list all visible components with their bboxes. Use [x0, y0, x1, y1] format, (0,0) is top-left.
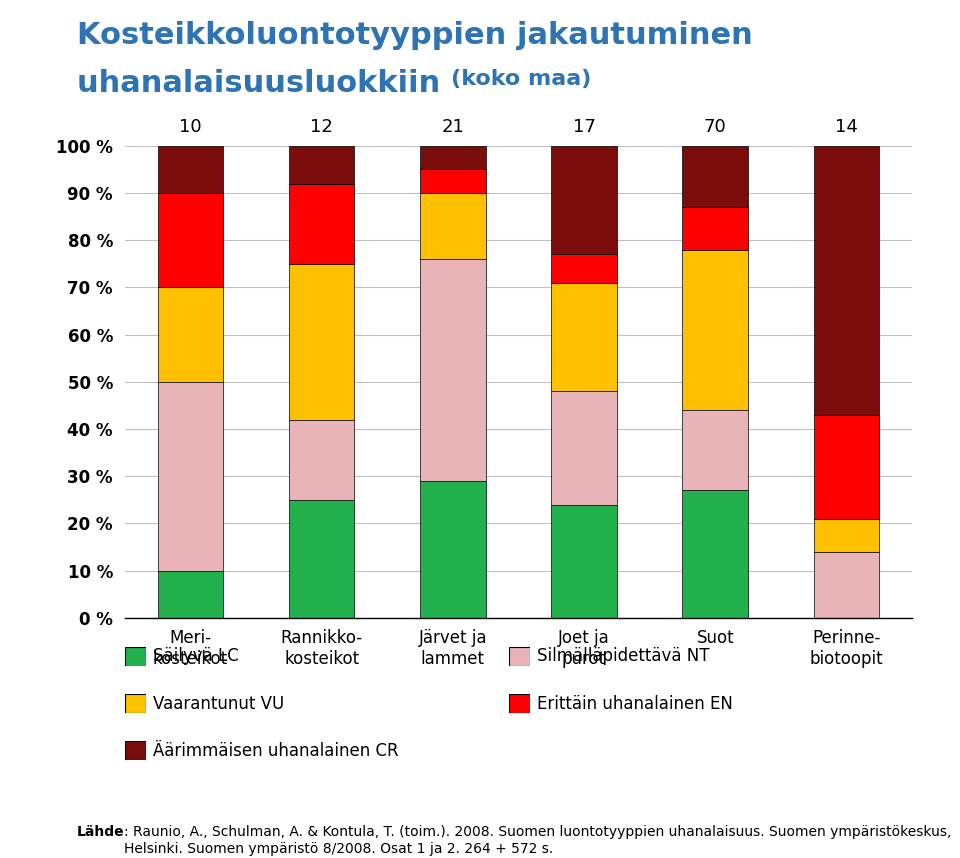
Bar	[420, 146, 486, 169]
Bar	[289, 420, 354, 499]
Bar	[157, 193, 223, 287]
Bar	[157, 571, 223, 618]
Bar	[420, 480, 486, 618]
Text: 21: 21	[442, 118, 465, 136]
Text: 10: 10	[180, 118, 202, 136]
Bar	[420, 169, 486, 193]
Bar	[551, 146, 616, 254]
Bar	[683, 250, 748, 410]
Text: Silmälläpidettävä NT: Silmälläpidettävä NT	[537, 648, 709, 665]
Text: : Raunio, A., Schulman, A. & Kontula, T. (toim.). 2008. Suomen luontotyyppien uh: : Raunio, A., Schulman, A. & Kontula, T.…	[125, 825, 951, 855]
Bar	[813, 146, 879, 414]
Bar	[157, 146, 223, 193]
Bar	[683, 146, 748, 207]
Bar	[157, 382, 223, 571]
Bar	[289, 146, 354, 184]
Bar	[551, 254, 616, 282]
Bar	[420, 259, 486, 480]
Text: Lähde: Lähde	[77, 825, 125, 839]
Bar	[813, 552, 879, 618]
Text: Äärimmäisen uhanalainen CR: Äärimmäisen uhanalainen CR	[153, 742, 398, 759]
Text: uhanalaisuusluokkiin: uhanalaisuusluokkiin	[77, 69, 450, 98]
Text: 70: 70	[704, 118, 727, 136]
Text: Kosteikkoluontotyyppien jakautuminen: Kosteikkoluontotyyppien jakautuminen	[77, 21, 753, 51]
Text: 17: 17	[572, 118, 595, 136]
Bar	[683, 490, 748, 618]
Bar	[551, 282, 616, 391]
Bar	[289, 263, 354, 420]
Text: 14: 14	[835, 118, 858, 136]
Bar	[289, 184, 354, 263]
Bar	[813, 518, 879, 552]
Bar	[289, 499, 354, 618]
Bar	[813, 414, 879, 518]
Text: Erittäin uhanalainen EN: Erittäin uhanalainen EN	[537, 695, 732, 712]
Bar	[551, 505, 616, 618]
Bar	[683, 207, 748, 250]
Text: (koko maa): (koko maa)	[450, 69, 591, 88]
Text: Vaarantunut VU: Vaarantunut VU	[153, 695, 284, 712]
Bar	[157, 287, 223, 382]
Bar	[551, 391, 616, 505]
Text: 12: 12	[310, 118, 333, 136]
Bar	[420, 193, 486, 259]
Bar	[683, 410, 748, 490]
Text: Säilyvä LC: Säilyvä LC	[153, 648, 238, 665]
